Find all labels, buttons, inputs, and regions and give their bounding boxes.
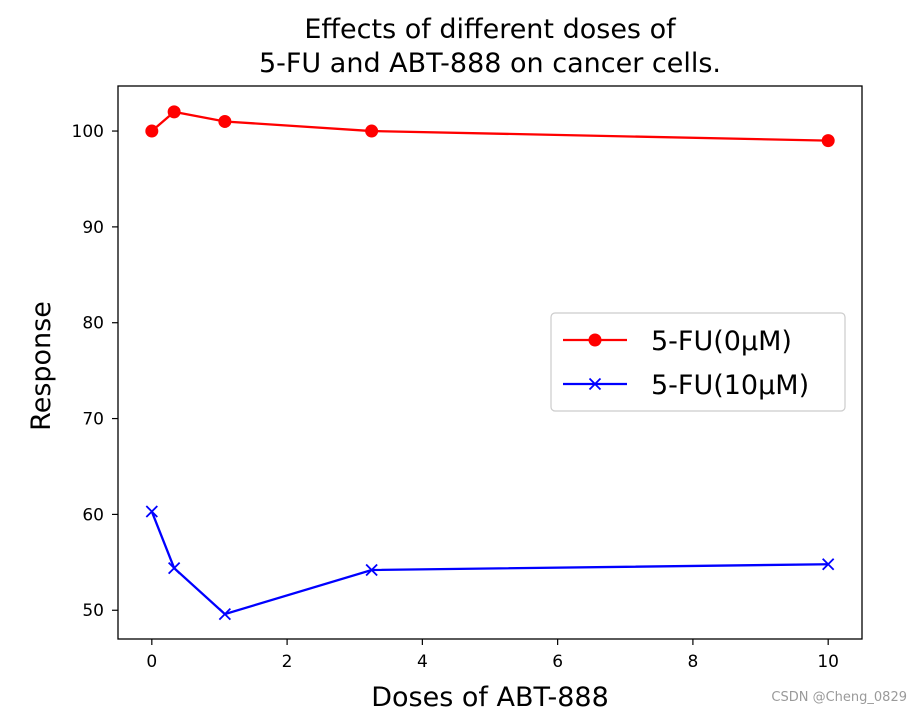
plot-area-frame [117,85,863,640]
chart-title-line: Effects of different doses of [304,14,677,45]
x-tick-label: 0 [146,652,157,672]
series-2-point [365,563,378,577]
x-marker-stroke [218,607,232,621]
legend-label: 5-FU(0μM) [651,326,792,357]
series-1-point [218,114,232,128]
series-2-point [168,561,181,575]
x-marker-stroke [168,561,181,575]
series-1-point [365,124,379,138]
legend-marker [588,377,602,391]
axis-ticks: 0 2 4 6 8 10 50 60 70 80 90 100 [72,122,839,672]
y-tick-label: 50 [82,601,104,621]
legend-marker [588,333,602,347]
x-tick-label: 4 [417,652,428,672]
legend: 5-FU(0μM) 5-FU(10μM) [550,312,846,412]
x-marker-stroke [588,377,602,391]
x-marker-stroke [365,563,378,577]
series-1-point [167,105,181,119]
series-1-point [145,124,159,138]
legend-label: 5-FU(10μM) [651,370,809,401]
watermark-text: CSDN @Cheng_0829 [771,690,907,705]
legend-box [550,312,846,412]
y-tick-label: 90 [82,218,104,238]
data-series [145,105,835,621]
x-tick-label: 2 [282,652,293,672]
y-axis-label: Response [26,301,57,431]
x-marker-stroke [145,505,158,518]
y-tick-label: 80 [82,314,104,334]
y-tick-label: 70 [82,410,104,430]
x-tick-label: 6 [552,652,563,672]
series-2-point [822,558,835,571]
series-2-point [145,505,158,518]
series-1-point [821,134,835,148]
series-line-2 [150,511,829,616]
series-line-1 [151,110,829,142]
x-tick-label: 8 [687,652,698,672]
y-tick-label: 60 [82,505,104,525]
series-2-point [218,607,232,621]
chart-title-line: 5-FU and ABT-888 on cancer cells. [259,48,721,79]
x-axis-label: Doses of ABT-888 [371,682,609,713]
x-marker-stroke [822,558,835,571]
x-tick-label: 10 [817,652,839,672]
chart-title: Effects of different doses of5-FU and AB… [259,14,721,79]
y-tick-label: 100 [72,122,104,142]
